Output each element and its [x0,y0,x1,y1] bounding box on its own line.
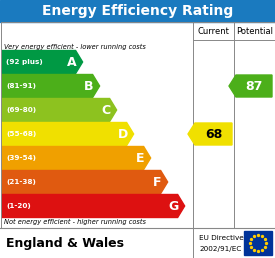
Text: (1-20): (1-20) [6,203,31,209]
Text: EU Directive: EU Directive [199,236,244,241]
Bar [1,22,274,228]
Bar [0,0,275,22]
Polygon shape [188,123,232,145]
Bar [0,228,275,258]
Polygon shape [2,99,117,122]
Text: 87: 87 [245,79,263,93]
Text: (39-54): (39-54) [6,155,36,161]
Text: (55-68): (55-68) [6,131,36,137]
Polygon shape [2,147,151,170]
Text: E: E [136,151,145,165]
Text: England & Wales: England & Wales [6,237,124,249]
Bar [244,231,272,255]
Text: A: A [67,55,77,69]
Polygon shape [229,75,272,97]
Text: 2002/91/EC: 2002/91/EC [199,246,241,252]
Bar [0,22,275,228]
Text: B: B [84,79,94,93]
Text: (81-91): (81-91) [6,83,36,89]
Polygon shape [2,171,168,194]
Text: Energy Efficiency Rating: Energy Efficiency Rating [42,4,233,18]
Text: Potential: Potential [236,27,273,36]
Text: C: C [101,103,111,117]
Text: 68: 68 [205,127,222,141]
Text: F: F [153,175,162,189]
Polygon shape [2,123,134,146]
Polygon shape [2,195,185,217]
Polygon shape [2,51,82,74]
Text: (21-38): (21-38) [6,179,36,185]
Polygon shape [2,75,100,98]
Text: D: D [117,127,128,141]
Text: (92 plus): (92 plus) [6,59,43,65]
Text: Very energy efficient - lower running costs: Very energy efficient - lower running co… [4,44,146,50]
Text: G: G [168,199,179,213]
Text: Current: Current [197,27,229,36]
Text: Not energy efficient - higher running costs: Not energy efficient - higher running co… [4,219,146,225]
Text: (69-80): (69-80) [6,107,36,113]
